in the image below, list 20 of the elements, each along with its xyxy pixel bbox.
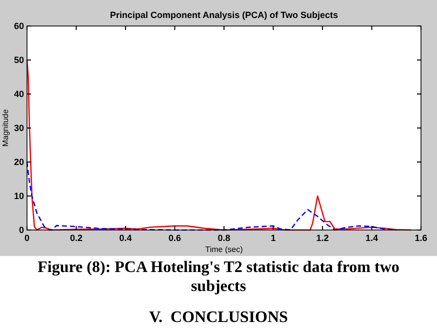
y-tick-label: 10 [14,191,24,201]
x-tick-label: 1.2 [316,233,329,243]
x-tick-label: 0.2 [70,233,83,243]
y-tick-label: 20 [14,157,24,167]
text: V. CONCLUSIONS [149,309,288,326]
x-tick-label: 1.6 [414,233,428,243]
text: Figure (8): PCA Hoteling's T2 statistic data from two subjects [36,258,400,296]
x-tick-label: 1.4 [365,233,378,243]
y-tick-label: 50 [14,55,24,65]
y-tick-label: 60 [14,21,24,31]
y-axis-title: Magnitude [1,108,10,147]
y-tick-label: 40 [14,89,24,99]
x-tick-label: 0.6 [168,233,182,243]
y-tick-label: 0 [18,225,24,235]
y-tick-label: 30 [14,123,24,133]
x-tick-label: 0.4 [119,233,132,243]
x-axis-title: Time (sec) [205,245,244,254]
x-tick-label: 1 [270,233,276,243]
chart-title: Principal Component Analysis (PCA) of Two Subjects [110,10,338,20]
x-tick-label: 0.8 [218,233,230,243]
